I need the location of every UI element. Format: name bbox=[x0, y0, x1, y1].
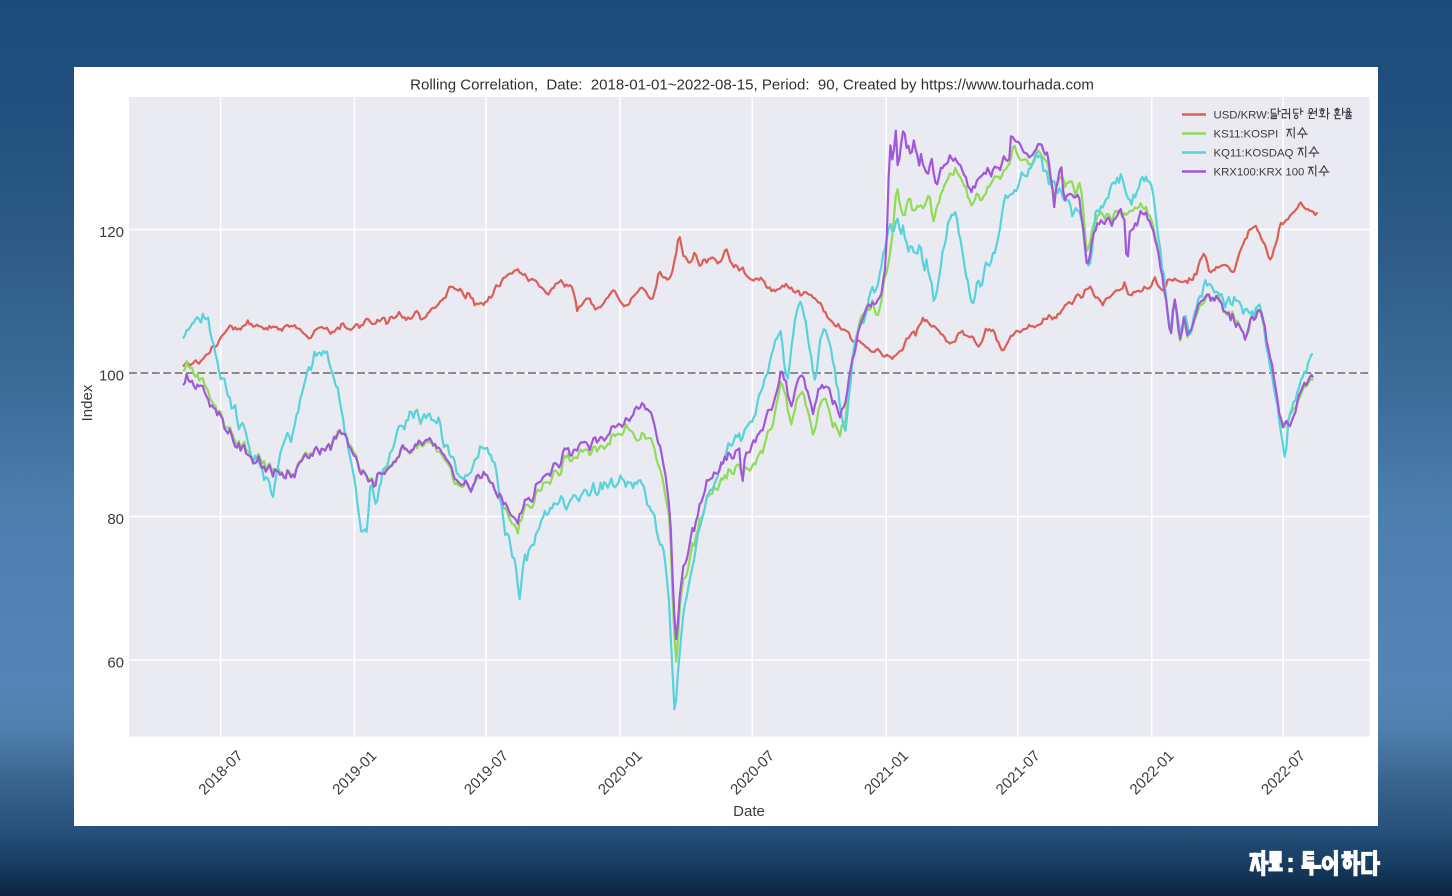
svg-text:2019-07: 2019-07 bbox=[461, 747, 512, 798]
svg-text:2021-01: 2021-01 bbox=[861, 747, 912, 798]
svg-text:Index: Index bbox=[79, 384, 96, 421]
svg-text:2020-07: 2020-07 bbox=[727, 747, 778, 798]
svg-text:100: 100 bbox=[99, 368, 124, 385]
svg-text:2021-07: 2021-07 bbox=[993, 747, 1044, 798]
svg-text:2022-01: 2022-01 bbox=[1127, 747, 1178, 798]
svg-text:80: 80 bbox=[107, 511, 124, 528]
svg-text:60: 60 bbox=[107, 655, 124, 672]
svg-text:2019-01: 2019-01 bbox=[329, 747, 380, 798]
svg-text:USD/KRW:: USD/KRW: bbox=[1214, 110, 1270, 122]
svg-text:Date: Date bbox=[733, 803, 765, 820]
svg-text:2022-07: 2022-07 bbox=[1258, 747, 1309, 798]
svg-text:Rolling Correlation, Date: 2: Rolling Correlation, Date: 2018-01-01~20… bbox=[410, 77, 1094, 94]
svg-text:KQ11:KOSDAQ: KQ11:KOSDAQ bbox=[1214, 148, 1297, 160]
svg-text:120: 120 bbox=[99, 224, 124, 241]
svg-text:2018-07: 2018-07 bbox=[195, 747, 246, 798]
svg-text:KRX100:KRX 100: KRX100:KRX 100 bbox=[1214, 167, 1308, 179]
svg-text:KS11:KOSPI: KS11:KOSPI bbox=[1214, 129, 1282, 141]
svg-text:2020-01: 2020-01 bbox=[595, 747, 646, 798]
